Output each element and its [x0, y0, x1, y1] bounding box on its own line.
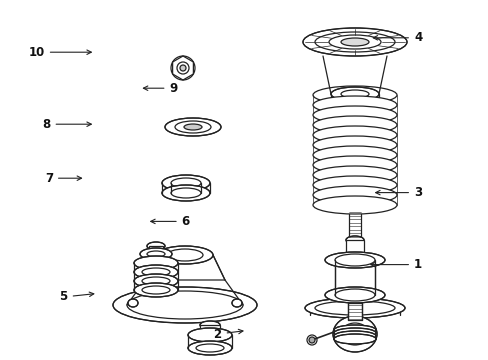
Polygon shape: [145, 255, 224, 280]
Text: 1: 1: [370, 258, 421, 271]
Ellipse shape: [312, 126, 396, 144]
Ellipse shape: [308, 337, 314, 343]
Ellipse shape: [312, 166, 396, 184]
Ellipse shape: [187, 341, 231, 355]
Ellipse shape: [162, 185, 209, 201]
Ellipse shape: [157, 246, 213, 264]
Ellipse shape: [200, 321, 220, 329]
Ellipse shape: [164, 118, 221, 136]
Ellipse shape: [312, 136, 396, 154]
Text: 2: 2: [213, 328, 243, 341]
Ellipse shape: [333, 331, 375, 341]
Ellipse shape: [333, 328, 375, 338]
Ellipse shape: [140, 248, 172, 260]
Ellipse shape: [325, 252, 384, 268]
Ellipse shape: [147, 242, 164, 250]
Bar: [348, 210, 360, 240]
Ellipse shape: [183, 124, 202, 130]
Ellipse shape: [134, 283, 178, 297]
Text: 5: 5: [60, 291, 94, 303]
Text: 8: 8: [42, 118, 91, 131]
Ellipse shape: [312, 186, 396, 204]
Ellipse shape: [333, 334, 375, 344]
Text: 7: 7: [45, 172, 81, 185]
Text: 9: 9: [143, 82, 177, 95]
Bar: [149, 246, 163, 254]
Ellipse shape: [325, 287, 384, 303]
Ellipse shape: [340, 38, 368, 46]
Ellipse shape: [312, 196, 396, 214]
Ellipse shape: [303, 28, 406, 56]
Ellipse shape: [187, 328, 231, 342]
Ellipse shape: [134, 274, 178, 288]
Text: 6: 6: [150, 215, 189, 228]
Ellipse shape: [128, 299, 138, 307]
Text: 4: 4: [372, 31, 421, 44]
Ellipse shape: [332, 316, 376, 352]
Ellipse shape: [346, 260, 363, 268]
Ellipse shape: [134, 265, 178, 279]
Ellipse shape: [330, 87, 378, 101]
Bar: [347, 303, 361, 320]
Bar: [200, 325, 220, 335]
Ellipse shape: [312, 146, 396, 164]
Text: 10: 10: [28, 46, 91, 59]
Text: 3: 3: [375, 186, 421, 199]
Ellipse shape: [162, 175, 209, 191]
Bar: [334, 260, 374, 295]
Ellipse shape: [113, 287, 257, 323]
Ellipse shape: [231, 299, 242, 307]
Ellipse shape: [312, 116, 396, 134]
Polygon shape: [172, 56, 193, 80]
Ellipse shape: [312, 156, 396, 174]
Ellipse shape: [305, 298, 404, 318]
Ellipse shape: [346, 236, 363, 244]
Ellipse shape: [312, 96, 396, 114]
Ellipse shape: [312, 106, 396, 124]
Ellipse shape: [333, 325, 375, 335]
Ellipse shape: [330, 99, 378, 113]
Bar: [346, 240, 363, 264]
Ellipse shape: [312, 176, 396, 194]
Circle shape: [180, 65, 185, 71]
Ellipse shape: [134, 256, 178, 270]
